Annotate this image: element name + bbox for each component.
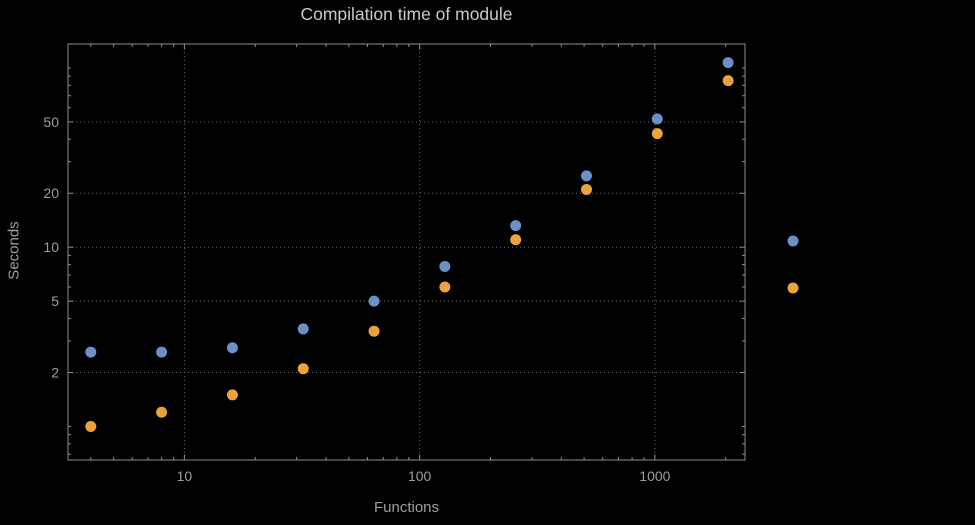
data-point-series-blue [510, 220, 522, 232]
y-tick-label: 20 [43, 185, 59, 201]
data-point-series-blue [722, 57, 734, 69]
y-tick-label: 50 [43, 114, 59, 130]
data-point-series-blue [439, 261, 451, 273]
data-point-series-orange [510, 234, 522, 246]
data-point-series-orange [651, 128, 663, 140]
x-axis-label: Functions [373, 499, 440, 516]
plot-frame [67, 43, 746, 461]
legend-marker-series-orange [787, 282, 799, 294]
data-point-series-blue [368, 295, 380, 307]
legend-marker-series-blue [787, 235, 799, 247]
data-point-series-blue [580, 170, 592, 182]
data-point-series-orange [439, 281, 451, 293]
y-axis-label: Seconds [5, 221, 23, 280]
data-point-series-orange [226, 389, 238, 401]
x-tick-label: 1000 [639, 468, 670, 484]
data-point-series-orange [156, 406, 168, 418]
data-point-series-blue [85, 346, 97, 358]
x-tick-label: 100 [408, 468, 432, 484]
y-tick-label: 10 [43, 239, 59, 255]
y-tick-label: 2 [51, 364, 59, 380]
data-point-series-orange [580, 183, 592, 195]
data-point-series-blue [651, 113, 663, 125]
data-point-series-blue [156, 346, 168, 358]
y-tick-label: 5 [51, 293, 59, 309]
data-point-series-orange [368, 325, 380, 337]
data-point-series-orange [297, 363, 309, 375]
data-point-series-orange [85, 420, 97, 432]
x-tick-label: 10 [177, 468, 193, 484]
data-point-series-blue [297, 323, 309, 335]
chart-title: Compilation time of module [300, 4, 513, 24]
data-point-series-blue [226, 342, 238, 354]
data-point-series-orange [722, 75, 734, 87]
